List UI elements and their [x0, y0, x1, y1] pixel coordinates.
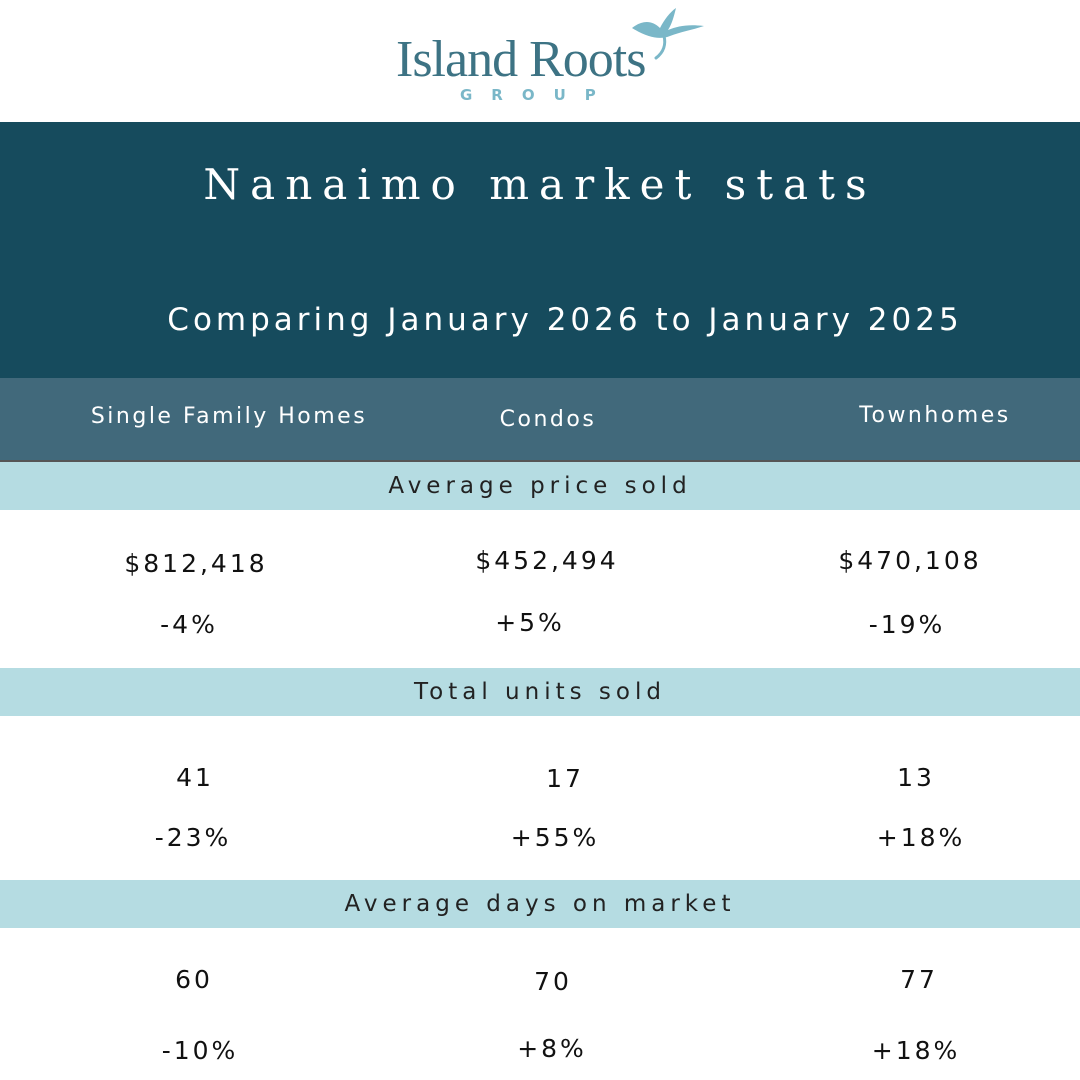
bird-icon	[632, 8, 704, 60]
avg-price-townhomes-change: -19%	[868, 610, 946, 639]
avg-price-single-family-value: $812,418	[124, 549, 268, 578]
island-roots-logo: Island Roots GROUP	[380, 6, 720, 110]
units-sold-townhomes-value: 13	[897, 763, 935, 792]
units-sold-single-family-change: -23%	[154, 823, 232, 852]
days-on-market-single-family-value: 60	[175, 965, 213, 994]
column-header-band	[0, 378, 1080, 462]
days-on-market-single-family-change: -10%	[161, 1036, 239, 1065]
section-label-days-on-market: Average days on market	[344, 891, 736, 917]
column-header-townhomes: Townhomes	[859, 403, 1011, 428]
section-band-days-on-market: Average days on market	[0, 880, 1080, 928]
days-on-market-townhomes-change: +18%	[871, 1036, 961, 1065]
page-title: Nanaimo market stats	[203, 160, 877, 209]
section-band-avg-price: Average price sold	[0, 462, 1080, 510]
avg-price-condos-change: +5%	[495, 608, 565, 637]
days-on-market-condos-change: +8%	[517, 1034, 587, 1063]
section-label-avg-price: Average price sold	[388, 473, 692, 499]
logo-name: Island Roots	[396, 31, 646, 88]
column-header-condos: Condos	[499, 407, 597, 432]
section-band-units-sold: Total units sold	[0, 668, 1080, 716]
units-sold-condos-change: +55%	[510, 823, 600, 852]
column-header-single-family: Single Family Homes	[90, 404, 368, 429]
avg-price-townhomes-value: $470,108	[838, 546, 982, 575]
units-sold-condos-value: 17	[546, 764, 584, 793]
section-label-units-sold: Total units sold	[414, 679, 666, 705]
days-on-market-townhomes-value: 77	[900, 965, 938, 994]
days-on-market-condos-value: 70	[534, 967, 572, 996]
units-sold-single-family-value: 41	[176, 763, 214, 792]
header-band	[0, 122, 1080, 378]
page-subtitle: Comparing January 2026 to January 2025	[167, 302, 963, 338]
units-sold-townhomes-change: +18%	[876, 823, 966, 852]
avg-price-single-family-change: -4%	[160, 610, 218, 639]
logo-group-text: GROUP	[460, 86, 615, 104]
avg-price-condos-value: $452,494	[475, 546, 619, 575]
